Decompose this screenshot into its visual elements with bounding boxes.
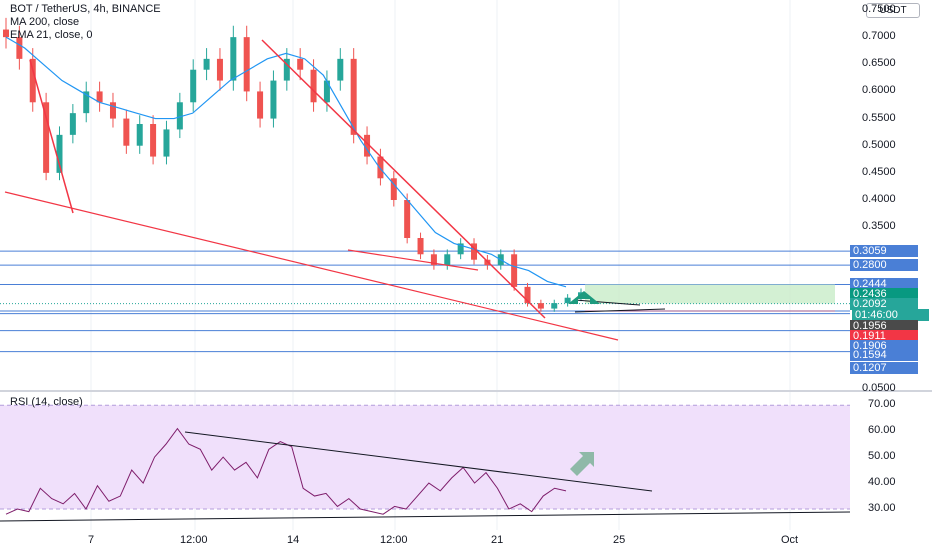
candle-body [163,129,170,157]
candle-body [511,254,518,287]
target-box [585,284,835,304]
time-axis-label: Oct [781,534,799,546]
candle-body [270,80,277,119]
rsi-axis-label: 70.00 [868,398,896,411]
candle-body [230,37,237,81]
rsi-pane [0,390,932,522]
candle-body [176,102,183,130]
price-axis-label: 0.5000 [862,138,896,151]
candle-body [203,58,210,70]
up-arrow-icon [568,291,600,304]
time-axis-label: 25 [613,534,626,546]
candle-body [257,91,264,119]
time-axis-label: 12:00 [380,534,408,546]
candle-body [243,37,250,92]
candle-body [564,297,571,304]
candle-body [471,243,478,260]
ema-line [5,36,567,288]
candle-body [364,134,371,157]
price-axis-label: 0.4000 [862,193,896,205]
time-axis-label: 7 [88,534,95,546]
candle-body [404,200,411,238]
symbol-line: BOT / TetherUS, 4h, BINANCE [10,3,161,15]
price-axis-label: 0.5500 [862,111,896,124]
ema-legend: EMA 21, close, 0 [10,29,93,41]
price-tag: 0.1594 [850,349,918,361]
candle-body [283,58,290,81]
candle-body [350,58,357,135]
price-axis-label: 0.6000 [862,84,896,97]
candle-body [123,118,130,146]
candle-body [16,37,23,59]
rsi-axis-label: 40.00 [868,476,896,489]
candle-body [43,102,50,173]
price-tag: 0.1207 [850,362,918,374]
main-legend: BOT / TetherUS, 4h, BINANCE MA 200, clos… [10,3,161,42]
candle-body [216,58,223,81]
price-axis-label: 0.4500 [862,165,896,178]
candle-body [190,69,197,103]
rsi-arrow-icon [570,452,594,476]
price-axis-label: 0.6500 [862,57,896,70]
price-axis-label: 0.0500 [862,382,896,394]
rsi-line [5,427,567,515]
candle-body [96,91,103,103]
candle-body [297,58,304,70]
candle-body [69,113,76,135]
price-tag: 0.1956 [850,320,918,332]
candle-body [417,238,424,255]
price-axis-label: 0.3500 [862,220,896,233]
price-tag: 0.2092 [850,298,918,310]
candle-body [136,124,143,146]
early-trendline [29,59,74,214]
price-tag: 0.1911 [850,330,918,342]
time-axis-label: 21 [491,534,504,546]
candle-body [390,178,397,200]
candle-body [551,303,558,309]
candle-body [150,124,157,157]
resistance-trendline [261,39,546,319]
price-axis-label: 0.7000 [862,30,896,43]
candle-body [56,134,63,173]
support-trendline [4,191,619,341]
candle-body [323,80,330,103]
price-tag: 01:46:00 [852,309,929,321]
time-axis-label: 12:00 [180,534,208,546]
candle-body [337,58,344,81]
price-axis-label: 0.7500 [862,3,896,15]
candle-body [444,254,451,266]
candle-body [310,69,317,103]
price-tag: 0.2444 [850,278,918,290]
candle-body [377,156,384,179]
time-axis-label: 14 [287,534,300,546]
rsi-support-line [0,511,851,522]
rsi-axis-label: 50.00 [868,450,896,463]
candle-body [430,254,437,266]
price-tag: 0.2800 [850,259,918,271]
candle-body [109,102,116,119]
candle-body [457,243,464,255]
candle-body [83,91,90,114]
rsi-resistance-line [184,431,653,492]
ma-legend: MA 200, close [10,16,80,28]
rsi-axis-label: 60.00 [868,424,896,437]
currency-button[interactable]: USDT [866,3,920,18]
candle-body [3,29,9,38]
candle-body [524,286,531,304]
price-tag: 0.2436 [850,288,918,300]
candle-body [29,58,36,103]
wedge-bottom-line [574,308,666,313]
rsi-band [0,405,850,510]
rsi-legend: RSI (14, close) [10,396,83,408]
wedge-top-line [574,299,641,306]
rsi-axis-label: 30.00 [868,502,896,515]
mid-trendline [347,249,479,271]
candle-body [537,303,544,309]
price-tag: 0.3059 [850,245,918,257]
